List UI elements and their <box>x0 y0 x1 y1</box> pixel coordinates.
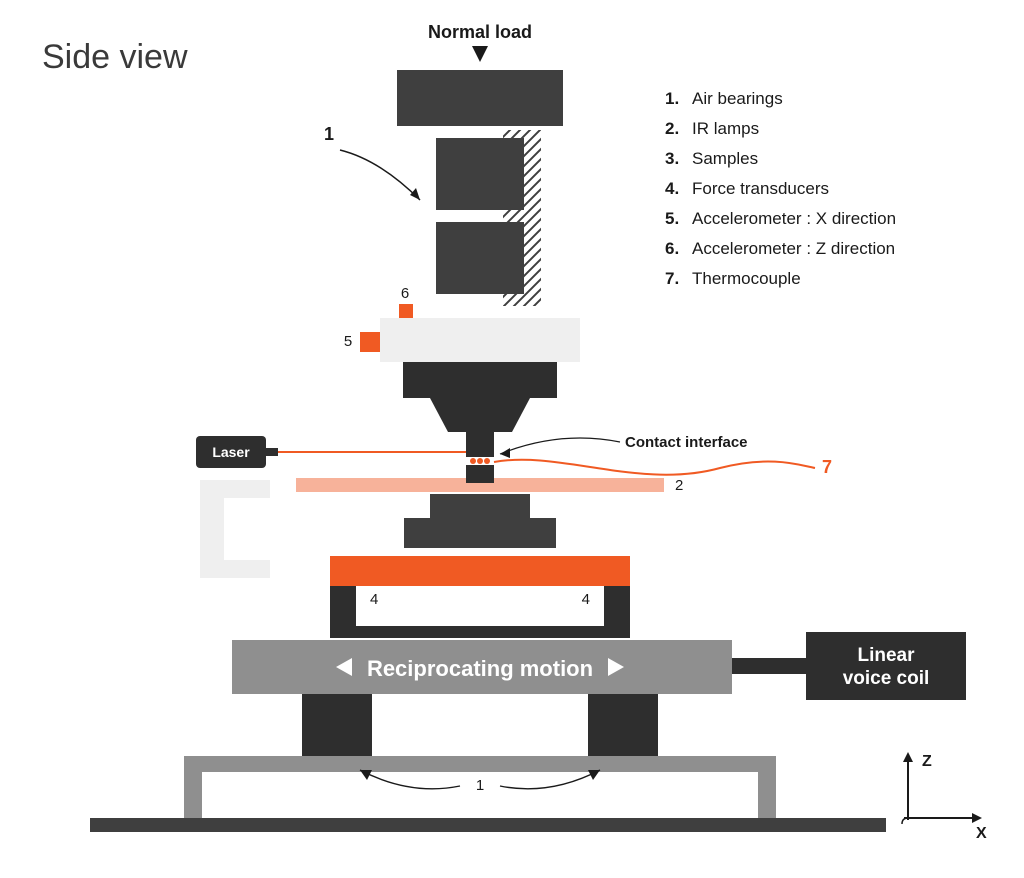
callout-1-arrow <box>340 150 420 200</box>
thermocouple-wire <box>494 460 815 475</box>
coil-rod <box>732 658 806 674</box>
legend-t-6: Accelerometer : Z direction <box>692 239 895 258</box>
callout-7: 7 <box>822 457 832 477</box>
diagram: Side view Normal load 1 6 5 Contact inte… <box>0 0 1024 878</box>
lower-step-1 <box>430 494 530 518</box>
contact-dot-3 <box>484 458 490 464</box>
legend-n-5: 5. <box>665 209 679 228</box>
callout-1-arrowhead <box>410 188 420 200</box>
table-leg-right <box>758 756 776 818</box>
table-top <box>184 756 776 772</box>
callout-4-right: 4 <box>582 591 590 608</box>
legend-n-6: 6. <box>665 239 679 258</box>
bottom-arrow-left <box>360 770 460 789</box>
legend-n-2: 2. <box>665 119 679 138</box>
legend-t-2: IR lamps <box>692 119 759 138</box>
transducer-post-left <box>330 586 356 632</box>
accel-x <box>360 332 380 352</box>
legend-t-7: Thermocouple <box>692 269 801 288</box>
callout-4-left: 4 <box>370 591 378 608</box>
accel-z <box>399 304 413 318</box>
lower-bearing-right <box>588 694 658 756</box>
legend-n-4: 4. <box>665 179 679 198</box>
top-block <box>397 70 563 126</box>
axis-z-label: Z <box>922 753 932 770</box>
lower-sample-tip <box>466 465 494 483</box>
legend-n-3: 3. <box>665 149 679 168</box>
legend-n-7: 7. <box>665 269 679 288</box>
legend: 1. Air bearings 2. IR lamps 3. Samples 4… <box>665 89 896 288</box>
transducer-post-right <box>604 586 630 632</box>
callout-1-bottom: 1 <box>476 777 484 794</box>
laser-label: Laser <box>212 444 250 460</box>
transducer-base <box>330 626 630 638</box>
ground-bar <box>90 818 886 832</box>
callout-2: 2 <box>675 477 683 494</box>
legend-t-5: Accelerometer : X direction <box>692 209 896 228</box>
carrier-block <box>380 318 580 362</box>
contact-dot-1 <box>470 458 476 464</box>
bottom-arrow-right <box>500 770 600 789</box>
axis-x-label: X <box>976 825 987 842</box>
holder-step-1 <box>403 362 557 398</box>
holder-taper <box>430 398 530 432</box>
laser-nozzle <box>266 448 278 456</box>
normal-load-label: Normal load <box>428 22 532 42</box>
contact-leader <box>500 438 620 454</box>
voice-coil-box <box>806 632 966 700</box>
coil-label-2: voice coil <box>843 668 930 689</box>
down-arrow-icon <box>472 46 488 62</box>
axis-z-arrowhead <box>903 752 913 762</box>
callout-5: 5 <box>344 333 352 350</box>
upper-sample-tip <box>466 432 494 457</box>
lower-bearing-left <box>302 694 372 756</box>
legend-t-3: Samples <box>692 149 758 168</box>
callout-1-top: 1 <box>324 124 334 144</box>
table-leg-left <box>184 756 202 818</box>
title-text: Side view <box>42 38 188 76</box>
callout-6: 6 <box>401 285 409 302</box>
column-block-2 <box>436 222 524 294</box>
contact-dot-2 <box>477 458 483 464</box>
z-bracket-decor <box>200 480 270 578</box>
orange-plate <box>330 556 630 586</box>
contact-label: Contact interface <box>625 434 748 451</box>
column-block-1 <box>436 138 524 210</box>
recip-label: Reciprocating motion <box>367 656 593 681</box>
axis-x-arrowhead <box>972 813 982 823</box>
legend-n-1: 1. <box>665 89 679 108</box>
lower-step-2 <box>404 518 556 548</box>
legend-t-4: Force transducers <box>692 179 829 198</box>
coil-label-1: Linear <box>857 645 915 666</box>
legend-t-1: Air bearings <box>692 89 783 108</box>
